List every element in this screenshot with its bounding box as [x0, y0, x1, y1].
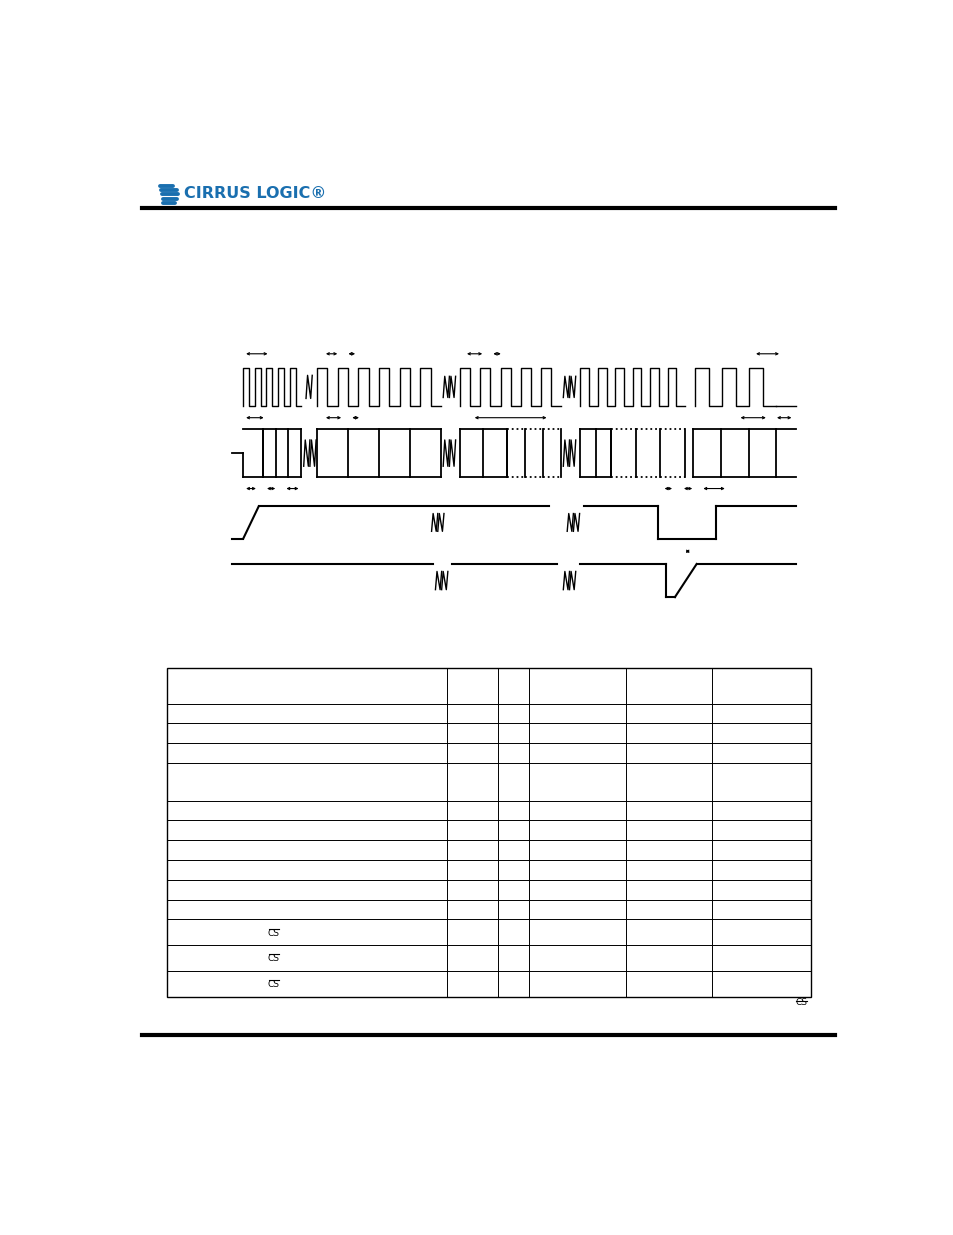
Bar: [167, 668, 810, 997]
Text: CS: CS: [795, 998, 806, 1007]
Text: CS: CS: [268, 955, 279, 963]
Text: CS: CS: [268, 929, 279, 937]
Text: CIRRUS LOGIC®: CIRRUS LOGIC®: [183, 186, 326, 201]
Text: CS: CS: [268, 981, 279, 989]
